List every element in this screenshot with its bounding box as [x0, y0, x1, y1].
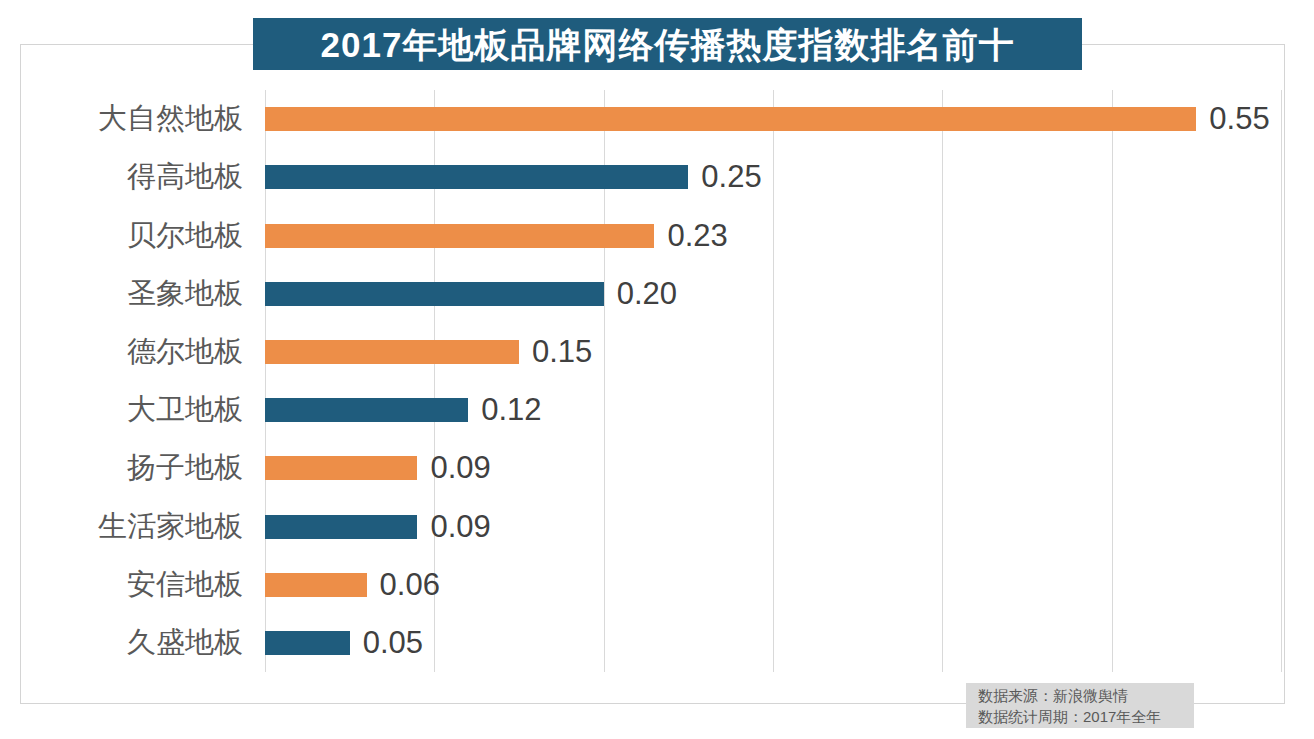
source-line: 数据来源：新浪微舆情 — [978, 685, 1194, 706]
bar — [265, 107, 1196, 131]
chart-row: 扬子地板 0.09 — [0, 439, 1281, 497]
bar-rows: 大自然地板 0.55 得高地板 0.25 贝尔地板 0.23 圣象地板 0.20 德尔地板 0.1… — [0, 90, 1281, 672]
category-label: 圣象地板 — [0, 274, 243, 314]
chart-row: 得高地板 0.25 — [0, 148, 1281, 206]
value-label: 0.20 — [617, 276, 677, 312]
chart-title: 2017年地板品牌网络传播热度指数排名前十 — [253, 18, 1082, 70]
source-note: 数据来源：新浪微舆情 数据统计周期：2017年全年 — [966, 683, 1194, 728]
source-period-line: 数据统计周期：2017年全年 — [978, 706, 1194, 727]
bar — [265, 398, 468, 422]
chart-row: 生活家地板 0.09 — [0, 497, 1281, 555]
chart-row: 德尔地板 0.15 — [0, 323, 1281, 381]
category-label: 生活家地板 — [0, 507, 243, 547]
value-label: 0.05 — [363, 625, 423, 661]
chart-row: 圣象地板 0.20 — [0, 265, 1281, 323]
chart-row: 久盛地板 0.05 — [0, 614, 1281, 672]
gridline — [1281, 90, 1282, 672]
value-label: 0.23 — [667, 218, 727, 254]
category-label: 大卫地板 — [0, 390, 243, 430]
value-label: 0.06 — [380, 567, 440, 603]
value-label: 0.15 — [532, 334, 592, 370]
chart-row: 大卫地板 0.12 — [0, 381, 1281, 439]
category-label: 扬子地板 — [0, 448, 243, 488]
category-label: 大自然地板 — [0, 99, 243, 139]
value-label: 0.25 — [701, 159, 761, 195]
category-label: 久盛地板 — [0, 623, 243, 663]
bar — [265, 631, 350, 655]
category-label: 安信地板 — [0, 565, 243, 605]
value-label: 0.12 — [481, 392, 541, 428]
bar — [265, 573, 367, 597]
value-label: 0.09 — [430, 450, 490, 486]
chart-row: 安信地板 0.06 — [0, 556, 1281, 614]
bar — [265, 224, 654, 248]
category-label: 贝尔地板 — [0, 216, 243, 256]
bar — [265, 165, 688, 189]
chart-row: 大自然地板 0.55 — [0, 90, 1281, 148]
bar — [265, 515, 417, 539]
value-label: 0.55 — [1209, 101, 1269, 137]
chart-row: 贝尔地板 0.23 — [0, 206, 1281, 264]
category-label: 德尔地板 — [0, 332, 243, 372]
bar — [265, 456, 417, 480]
bar — [265, 340, 519, 364]
category-label: 得高地板 — [0, 157, 243, 197]
chart-canvas: 大自然地板 0.55 得高地板 0.25 贝尔地板 0.23 圣象地板 0.20 德尔地板 0.1… — [0, 0, 1314, 739]
bar — [265, 282, 604, 306]
value-label: 0.09 — [430, 509, 490, 545]
